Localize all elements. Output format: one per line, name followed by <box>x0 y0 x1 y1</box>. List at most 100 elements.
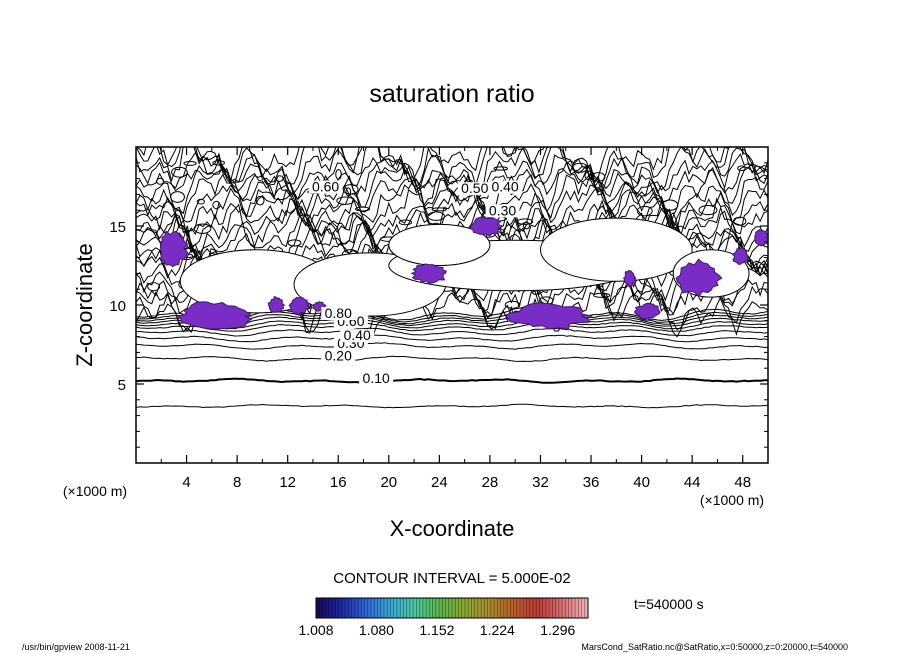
colorbar-stripe <box>539 598 543 618</box>
colorbar-stripe <box>341 598 346 618</box>
contour-line <box>136 327 768 337</box>
colorbar-stripe <box>364 598 369 618</box>
y-tick-label: 10 <box>109 298 126 315</box>
y-tick-label: 5 <box>118 377 126 394</box>
colorbar-tick-label: 1.296 <box>540 622 575 638</box>
colorbar-stripe <box>516 598 521 618</box>
x-tick-label: 24 <box>431 474 448 491</box>
contour-label-bg <box>488 180 523 194</box>
colorbar-stripe <box>409 598 414 618</box>
colorbar-stripe <box>419 598 424 618</box>
contour-cell <box>156 177 165 185</box>
footer-left: /usr/bin/gpview 2008-11-21 <box>22 642 130 652</box>
contour-line <box>136 172 768 230</box>
colorbar-stripe <box>351 598 356 618</box>
colorbar-stripe <box>432 598 437 618</box>
contour-line <box>136 147 768 184</box>
x-tick-label: 40 <box>633 474 650 491</box>
colorbar-stripe <box>345 598 349 618</box>
contour-cell <box>335 169 342 180</box>
contour-lines <box>136 147 768 409</box>
colorbar-stripe <box>445 598 450 618</box>
contour-line <box>136 147 768 189</box>
colorbar-stripe <box>523 598 527 618</box>
contour-cell <box>398 219 413 226</box>
supersaturated-region <box>160 230 189 268</box>
contour-cell <box>590 172 606 182</box>
contour-line <box>136 403 768 409</box>
contour-line <box>136 342 768 350</box>
colorbar-stripe <box>464 598 469 618</box>
colorbar-stripe <box>503 598 508 618</box>
contour-cell <box>504 300 521 309</box>
contour-cell <box>431 207 447 212</box>
contour-cell <box>342 184 359 195</box>
contour-cell <box>584 170 595 181</box>
colorbar-stripe <box>361 598 365 618</box>
contour-interval: CONTOUR INTERVAL = 5.000E-02 <box>333 570 570 587</box>
x-axis-label: X-coordinate <box>390 516 515 541</box>
time-label: t=540000 s <box>634 596 704 612</box>
supersaturated-region <box>731 247 750 265</box>
colorbar-stripe <box>455 598 459 618</box>
contour-cell <box>147 282 161 292</box>
x-tick-label: 28 <box>482 474 499 491</box>
contour-line <box>136 147 768 196</box>
y-axis-label: Z-coordinate <box>72 243 97 367</box>
colorbar-stripe <box>581 598 586 618</box>
colorbar-stripe <box>571 598 576 618</box>
colorbar-stripe <box>513 598 518 618</box>
colorbar-stripe <box>474 598 479 618</box>
colorbar-stripe <box>549 598 553 618</box>
colorbar-stripe <box>494 598 498 618</box>
colorbar-tick-label: 1.008 <box>298 622 333 638</box>
colorbar-stripe <box>477 598 482 618</box>
colorbar-stripe <box>481 598 485 618</box>
contour-line <box>136 152 768 201</box>
x-axis: 4 8 12 16 20 24 28 32 36 40 44 48 <box>160 147 751 491</box>
colorbar-stripe <box>461 598 466 618</box>
supersaturated-region <box>288 296 311 317</box>
contour-label-bg <box>308 180 343 194</box>
colorbar-stripe <box>435 598 440 618</box>
contour-cell <box>183 160 197 166</box>
chart-title: saturation ratio <box>369 80 534 108</box>
supersaturated-regions <box>160 216 768 330</box>
contour-cell <box>698 204 718 216</box>
colorbar-tick-label: 1.080 <box>359 622 394 638</box>
contour-cell <box>336 196 355 205</box>
contour-label-group: 0.100.200.300.400.600.800.60 0.50 0.400.30 <box>308 179 523 386</box>
colorbar-stripe <box>545 598 550 618</box>
colorbar-stripe <box>322 598 327 618</box>
contour-cell <box>593 292 611 298</box>
x-tick-label: 20 <box>380 474 397 491</box>
contour-cell <box>354 206 371 212</box>
contour-cell <box>427 211 446 221</box>
colorbar-stripe <box>338 598 343 618</box>
contour-label: 0.10 <box>363 370 390 386</box>
colorbar-stripe <box>413 598 417 618</box>
colorbar-stripe <box>332 598 336 618</box>
contour-label: 0.50 <box>461 180 488 196</box>
contour-cell <box>196 198 205 205</box>
x-tick-label: 4 <box>182 474 190 491</box>
colorbar-stripe <box>490 598 495 618</box>
contour-line <box>136 322 768 332</box>
contour-label-bg <box>359 371 394 385</box>
x-axis-unit: (×1000 m) <box>700 492 764 508</box>
colorbar-stripe <box>429 598 433 618</box>
contour-line <box>136 334 768 343</box>
colorbar-stripe <box>526 598 531 618</box>
contour-line <box>136 377 768 385</box>
contour-label: 0.80 <box>325 305 352 321</box>
colorbar-stripe <box>500 598 505 618</box>
contour-cell <box>493 166 508 171</box>
colorbar-stripe <box>335 598 339 618</box>
x-tick-label: 32 <box>532 474 549 491</box>
colorbar-stripe <box>328 598 333 618</box>
y-axis: 5 10 15 <box>109 162 768 448</box>
colorbar-stripe <box>325 598 330 618</box>
colorbar-stripe <box>468 598 472 618</box>
colorbar-stripe <box>426 598 430 618</box>
